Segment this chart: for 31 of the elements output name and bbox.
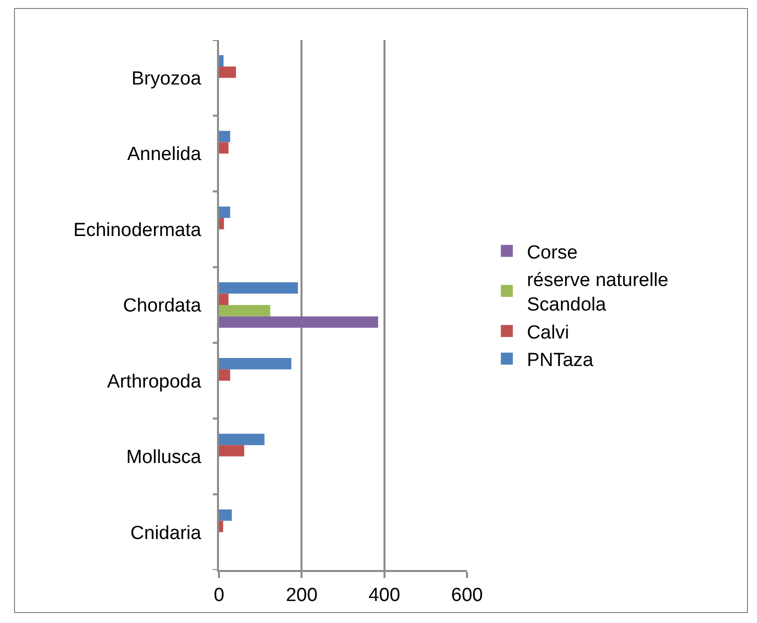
y-tick-label: Chordata: [123, 296, 202, 317]
y-tick-label: Bryozoa: [131, 68, 202, 90]
x-tick-label: 0: [214, 584, 224, 606]
bar: [219, 305, 270, 316]
bar: [219, 218, 224, 230]
legend-label: réserve naturelle Scandola: [526, 270, 668, 316]
bar: [219, 369, 230, 381]
bar: [219, 294, 229, 305]
bar: [219, 316, 378, 328]
y-tick-label: Arthropoda: [107, 371, 202, 392]
bar: [219, 358, 292, 370]
y-tick-label: Mollusca: [126, 447, 202, 468]
bar: [219, 142, 229, 154]
legend-label: Corse: [526, 242, 578, 264]
bar: [219, 282, 298, 294]
legend-label: Calvi: [526, 322, 570, 344]
x-tick-label: 400: [368, 584, 400, 606]
x-tick-label: 200: [286, 584, 318, 606]
bar: [219, 509, 232, 521]
legend-label: PNTaza: [526, 350, 594, 372]
x-tick-label: 600: [451, 584, 483, 606]
y-tick-label: Echinodermata: [73, 220, 202, 241]
bar: [219, 55, 224, 66]
y-tick-label: Annelida: [127, 144, 202, 166]
bar: [219, 445, 244, 456]
y-tick-label: Cnidaria: [130, 522, 202, 544]
bar: [219, 520, 224, 532]
bar: [219, 206, 230, 218]
bar: [219, 130, 230, 142]
bar: [219, 66, 236, 78]
bar: [219, 434, 264, 446]
